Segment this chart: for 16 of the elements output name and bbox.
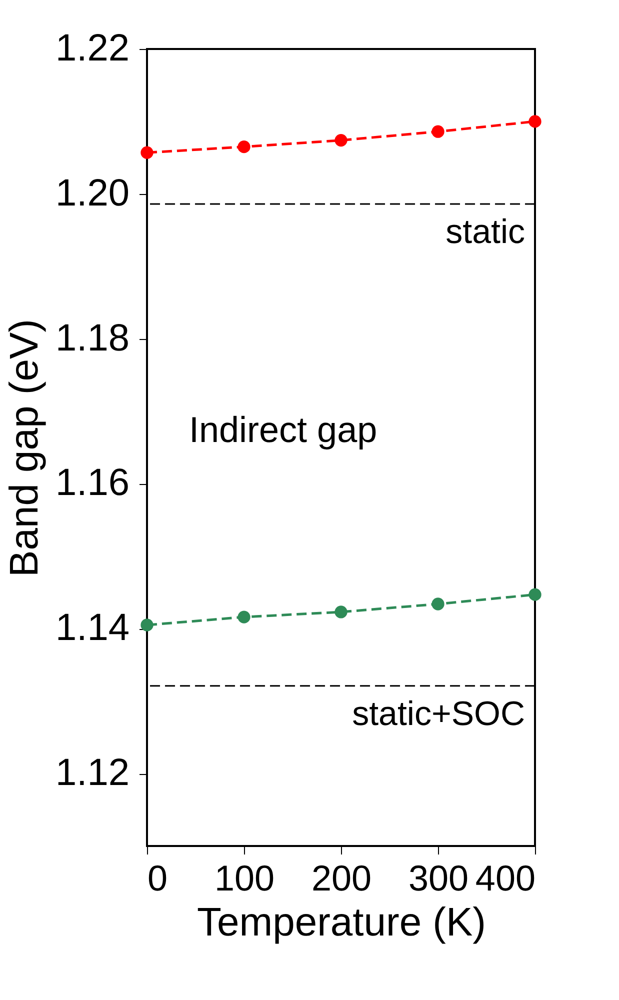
x-tick-label: 300 [408,858,469,898]
x-tick-label: 100 [214,858,275,898]
ref-line-label: static [446,213,525,252]
annotation: Indirect gap [189,409,378,450]
y-axis-title: Band gap (eV) [2,319,47,577]
y-tick-label: 1.20 [56,172,130,214]
y-tick-label: 1.14 [56,607,130,650]
x-tick-label: 0 [148,858,168,898]
y-tick-label: 1.12 [56,752,130,794]
ref-line-label: static+SOC [352,694,525,733]
x-axis-title: Temperature (K) [197,900,486,944]
x-tick-label: 400 [475,858,536,898]
y-tick-label: 1.18 [56,317,130,360]
x-tick-label: 200 [311,858,372,898]
y-tick-label: 1.22 [56,28,130,70]
y-tick-label: 1.16 [56,462,130,504]
